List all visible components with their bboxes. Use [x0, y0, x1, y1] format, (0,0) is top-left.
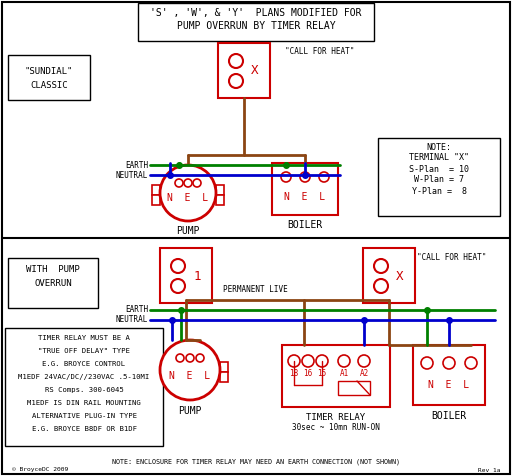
Text: N  E  L: N E L [429, 380, 470, 390]
Text: 'S' , 'W', & 'Y'  PLANS MODIFIED FOR: 'S' , 'W', & 'Y' PLANS MODIFIED FOR [150, 8, 362, 18]
Circle shape [288, 355, 300, 367]
Bar [363, 248, 415, 303]
Text: EARTH: EARTH [125, 306, 148, 315]
Circle shape [302, 355, 314, 367]
Circle shape [316, 355, 328, 367]
Text: NOTE:: NOTE: [426, 143, 452, 152]
Bar [152, 195, 160, 205]
Circle shape [160, 165, 216, 221]
Text: CLASSIC: CLASSIC [30, 81, 68, 90]
Circle shape [196, 354, 204, 362]
Text: N  E  L: N E L [167, 193, 208, 203]
Circle shape [186, 354, 194, 362]
Bar [378, 138, 500, 216]
Bar [220, 372, 228, 382]
Text: W-Plan = 7: W-Plan = 7 [414, 176, 464, 185]
Bar [282, 345, 390, 407]
Circle shape [229, 54, 243, 68]
Circle shape [281, 172, 291, 182]
Text: S-Plan  = 10: S-Plan = 10 [409, 165, 469, 173]
Text: 18: 18 [289, 368, 298, 377]
Bar [152, 362, 160, 372]
Circle shape [374, 279, 388, 293]
Circle shape [229, 74, 243, 88]
Circle shape [193, 179, 201, 187]
Text: NEUTRAL: NEUTRAL [116, 170, 148, 179]
Bar [338, 381, 370, 395]
Text: NOTE: ENCLOSURE FOR TIMER RELAY MAY NEED AN EARTH CONNECTION (NOT SHOWN): NOTE: ENCLOSURE FOR TIMER RELAY MAY NEED… [112, 459, 400, 465]
Text: A2: A2 [359, 368, 369, 377]
Text: TIMER RELAY MUST BE A: TIMER RELAY MUST BE A [38, 335, 130, 341]
Text: Y-Plan =  8: Y-Plan = 8 [412, 187, 466, 196]
Text: 1: 1 [193, 269, 201, 282]
Circle shape [443, 357, 455, 369]
Circle shape [160, 340, 220, 400]
Text: E.G. BROYCE B8DF OR B1DF: E.G. BROYCE B8DF OR B1DF [32, 426, 137, 432]
Text: © BroyceDC 2009: © BroyceDC 2009 [12, 467, 68, 473]
Bar [220, 362, 228, 372]
Text: M1EDF IS DIN RAIL MOUNTING: M1EDF IS DIN RAIL MOUNTING [27, 400, 141, 406]
Text: A1: A1 [339, 368, 349, 377]
Text: N  E  L: N E L [285, 192, 326, 202]
Bar [413, 345, 485, 405]
Text: PUMP: PUMP [178, 406, 202, 416]
Text: 16: 16 [304, 368, 313, 377]
Text: TERMINAL "X": TERMINAL "X" [409, 153, 469, 162]
Bar [8, 55, 90, 100]
Circle shape [176, 354, 184, 362]
Bar [160, 248, 212, 303]
Bar [5, 328, 163, 446]
Text: BOILER: BOILER [287, 220, 323, 230]
Text: OVERRUN: OVERRUN [34, 278, 72, 288]
Text: TIMER RELAY: TIMER RELAY [307, 413, 366, 422]
Text: "CALL FOR HEAT": "CALL FOR HEAT" [285, 48, 354, 57]
Circle shape [175, 179, 183, 187]
Text: N  E  L: N E L [169, 371, 210, 381]
Text: M1EDF 24VAC/DC//230VAC .5-10MI: M1EDF 24VAC/DC//230VAC .5-10MI [18, 374, 150, 380]
Circle shape [319, 172, 329, 182]
Bar [216, 185, 224, 195]
Text: PUMP OVERRUN BY TIMER RELAY: PUMP OVERRUN BY TIMER RELAY [177, 21, 335, 31]
Bar [138, 3, 374, 41]
Circle shape [338, 355, 350, 367]
Text: "CALL FOR HEAT": "CALL FOR HEAT" [417, 254, 486, 262]
Text: 15: 15 [317, 368, 327, 377]
Text: X: X [251, 65, 259, 78]
Text: BOILER: BOILER [432, 411, 466, 421]
Circle shape [171, 259, 185, 273]
Bar [272, 163, 338, 215]
Circle shape [300, 172, 310, 182]
Circle shape [171, 279, 185, 293]
Text: PERMANENT LIVE: PERMANENT LIVE [223, 286, 287, 295]
Circle shape [358, 355, 370, 367]
Text: EARTH: EARTH [125, 160, 148, 169]
Circle shape [421, 357, 433, 369]
Bar [218, 43, 270, 98]
Text: "TRUE OFF DELAY" TYPE: "TRUE OFF DELAY" TYPE [38, 348, 130, 354]
Text: PUMP: PUMP [176, 226, 200, 236]
Bar [8, 258, 98, 308]
Text: "SUNDIAL": "SUNDIAL" [25, 68, 73, 77]
Circle shape [184, 179, 192, 187]
Bar [152, 372, 160, 382]
Text: Rev 1a: Rev 1a [478, 467, 500, 473]
Text: X: X [396, 269, 404, 282]
Text: WITH  PUMP: WITH PUMP [26, 266, 80, 275]
Circle shape [465, 357, 477, 369]
Bar [152, 185, 160, 195]
Text: ALTERNATIVE PLUG-IN TYPE: ALTERNATIVE PLUG-IN TYPE [32, 413, 137, 419]
Circle shape [374, 259, 388, 273]
Text: RS Comps. 300-6045: RS Comps. 300-6045 [45, 387, 123, 393]
Bar [216, 195, 224, 205]
Text: E.G. BROYCE CONTROL: E.G. BROYCE CONTROL [42, 361, 125, 367]
Text: NEUTRAL: NEUTRAL [116, 316, 148, 325]
Text: 30sec ~ 10mn RUN-ON: 30sec ~ 10mn RUN-ON [292, 424, 380, 433]
